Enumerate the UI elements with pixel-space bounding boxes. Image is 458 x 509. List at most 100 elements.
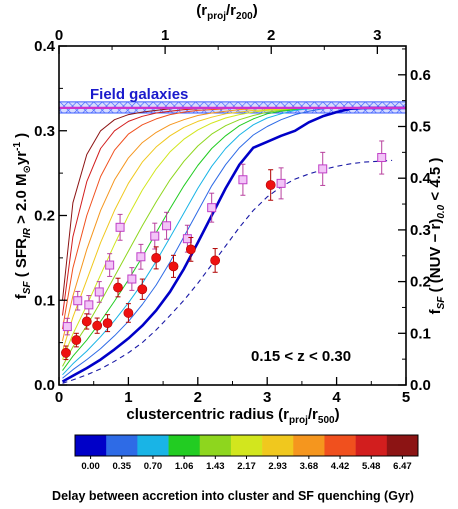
colorbar-tick-label: 2.93 bbox=[268, 461, 287, 472]
ir-point-marker bbox=[92, 320, 103, 331]
right-tick-label: 0.5 bbox=[410, 118, 431, 135]
model-track-delay-4_42 bbox=[62, 107, 406, 330]
right-tick-label: 0.6 bbox=[410, 67, 431, 84]
uv-point-marker bbox=[276, 178, 286, 188]
top-axis-title-end: ) bbox=[253, 2, 258, 19]
uv-point-marker bbox=[207, 203, 217, 213]
ir-point-marker bbox=[123, 308, 134, 318]
ir-point-marker bbox=[265, 180, 276, 190]
top-axis-title-start: (r bbox=[196, 2, 207, 19]
top-tick-label: 1 bbox=[161, 27, 169, 44]
left-tick-label: 0.3 bbox=[34, 123, 55, 140]
colorbar-swatch-3 bbox=[168, 435, 201, 456]
ir-point-marker bbox=[113, 282, 123, 293]
top-tick-label: 0 bbox=[55, 27, 63, 44]
model-track-delay-1_06 bbox=[62, 107, 406, 371]
bottom-tick-label: 5 bbox=[402, 389, 410, 406]
bottom-axis-title: clustercentric radius (rproj/r500) bbox=[126, 406, 339, 426]
model-track-delay-2_93 bbox=[62, 107, 406, 352]
bottom-tick-label: 4 bbox=[332, 389, 341, 406]
uv-point-marker bbox=[318, 164, 328, 174]
ir-point-marker bbox=[81, 316, 92, 327]
redshift-annotation: 0.15 < z < 0.30 bbox=[251, 348, 351, 365]
colorbar-swatch-8 bbox=[324, 435, 356, 456]
right-tick-label: 0.4 bbox=[410, 170, 432, 187]
uv-point-marker bbox=[73, 296, 83, 306]
model-track-delay-0_00 bbox=[61, 106, 406, 383]
uv-point-marker bbox=[182, 234, 192, 244]
uv-point-marker bbox=[150, 231, 160, 241]
bottom-tick-label: 1 bbox=[124, 389, 132, 406]
right-tick-label: 0.1 bbox=[410, 325, 431, 342]
left-axis-title-sub: SF bbox=[22, 281, 33, 295]
uv-point-marker bbox=[94, 287, 104, 297]
ir-point-marker bbox=[168, 261, 179, 272]
bottom-axis-title-start: clustercentric radius (r bbox=[126, 406, 289, 423]
field-label: Field galaxies bbox=[90, 86, 188, 103]
right-axis-title-sub2: 0.0 bbox=[436, 204, 447, 218]
bottom-axis-title-end: ) bbox=[335, 406, 340, 423]
top-tick-label: 3 bbox=[373, 27, 381, 44]
colorbar-tick-label: 3.68 bbox=[300, 461, 319, 472]
bottom-axis-title-sub2: 500 bbox=[318, 415, 335, 426]
uv-point-marker bbox=[377, 153, 387, 163]
colorbar-swatch-4 bbox=[199, 435, 232, 456]
left-tick-label: 0.0 bbox=[34, 377, 55, 394]
colorbar-tick-label: 0.70 bbox=[144, 461, 163, 472]
colorbar: 0.00 0.35 0.70 1.06 1.43 2.17 2.93 3.68 4.42 5.48… bbox=[74, 434, 419, 472]
uv-point-marker bbox=[136, 252, 146, 262]
ir-point-marker bbox=[151, 252, 162, 263]
left-axis-title: fSF ( SFRIR > 2.0 M⊙yr-1 ) bbox=[12, 133, 33, 299]
left-tick-label: 0.1 bbox=[34, 292, 55, 309]
ir-point-marker bbox=[210, 255, 221, 266]
colorbar-swatch-0 bbox=[75, 435, 107, 456]
ir-data-points bbox=[61, 169, 276, 361]
model-track-delay-0_35 bbox=[62, 107, 406, 379]
colorbar-label: Delay between accretion into cluster and… bbox=[52, 489, 414, 503]
colorbar-swatch-7 bbox=[293, 435, 325, 456]
ir-point-marker bbox=[71, 335, 82, 345]
left-axis-title-close: ) bbox=[13, 133, 30, 142]
colorbar-tick-label: 2.17 bbox=[237, 461, 256, 472]
right-axis-title-mid: ( (NUV − r) bbox=[427, 219, 444, 297]
left-axis-title-mid: ( SFR bbox=[13, 238, 30, 281]
model-track-delay-0_70 bbox=[62, 107, 406, 376]
bottom-axis-title-sub: proj bbox=[289, 415, 308, 426]
colorbar-tick-label: 0.00 bbox=[81, 461, 100, 472]
uv-point-marker bbox=[127, 274, 137, 284]
right-tick-label: 0.2 bbox=[410, 274, 431, 291]
left-axis-title-sup: -1 bbox=[12, 142, 23, 151]
colorbar-tick-label: 4.42 bbox=[331, 461, 350, 472]
uv-point-marker bbox=[84, 300, 94, 310]
top-axis-title-sub2: 200 bbox=[236, 11, 253, 22]
right-axis-title-f: f bbox=[427, 308, 444, 314]
left-axis-title-sun: ⊙ bbox=[22, 165, 33, 173]
right-axis-title-end: < 4.5 ) bbox=[427, 158, 444, 205]
colorbar-swatch-9 bbox=[355, 435, 388, 456]
right-tick-label: 0.3 bbox=[410, 222, 431, 239]
colorbar-swatch-1 bbox=[106, 435, 138, 456]
uv-point-marker bbox=[162, 221, 172, 231]
colorbar-swatch-6 bbox=[262, 435, 294, 456]
bottom-tick-label: 3 bbox=[263, 389, 271, 406]
right-axis-title-sub: SF bbox=[436, 296, 447, 310]
uv-point-marker bbox=[115, 222, 125, 232]
model-track-delay-1_43 bbox=[62, 107, 406, 367]
colorbar-swatch-10 bbox=[386, 435, 419, 456]
ir-point-marker bbox=[61, 347, 71, 358]
top-axis-title: (rproj/r200) bbox=[196, 2, 257, 22]
model-track-delay-6_47 bbox=[62, 107, 406, 301]
left-axis-title-tail: yr bbox=[13, 151, 30, 165]
colorbar-tick-label: 1.06 bbox=[175, 461, 194, 472]
bottom-axis-title-mid: /r bbox=[308, 406, 318, 423]
left-axis-title-end: > 2.0 M bbox=[13, 173, 30, 228]
top-axis-title-mid: /r bbox=[226, 2, 236, 19]
left-axis-title-f: f bbox=[13, 293, 30, 299]
top-tick-label: 2 bbox=[267, 27, 275, 44]
uv-point-marker bbox=[105, 260, 115, 270]
bottom-tick-label: 2 bbox=[194, 389, 202, 406]
colorbar-swatch-2 bbox=[137, 435, 169, 456]
ir-point-marker bbox=[102, 318, 113, 329]
axis-tick-labels: 0 1 2 3 4 5 0 1 2 3 0.0 0.1 0.2 0.3 0.4 0.0 0.1 0.2 0.3 0.4… bbox=[34, 27, 431, 406]
